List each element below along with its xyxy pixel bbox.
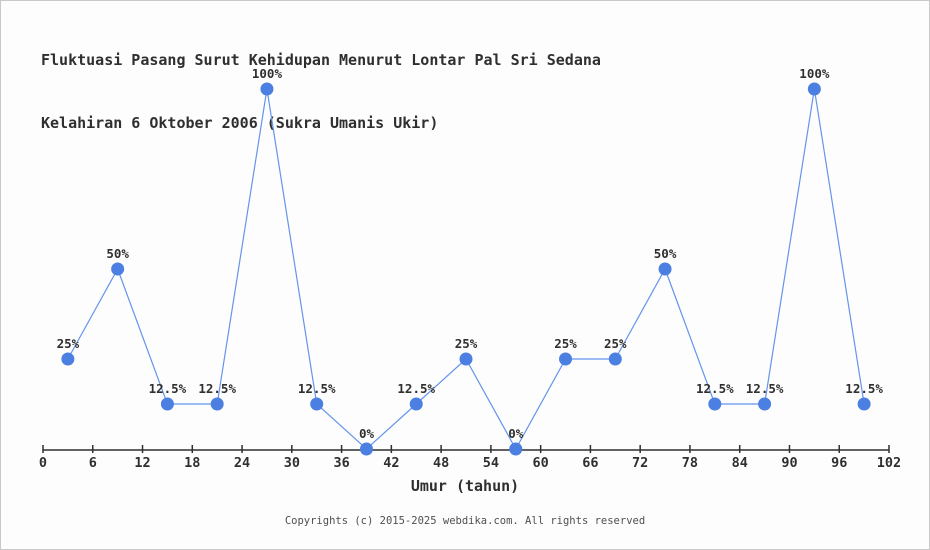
x-axis-tick-label: 66	[582, 455, 598, 471]
data-point	[658, 262, 672, 276]
x-axis-tick-label: 6	[89, 455, 97, 471]
data-point	[857, 397, 871, 411]
chart-title: Fluktuasi Pasang Surut Kehidupan Menurut…	[41, 8, 601, 176]
data-point	[807, 82, 821, 96]
data-point-label: 100%	[799, 66, 830, 81]
x-axis-tick-label: 12	[134, 455, 150, 471]
data-point-label: 25%	[554, 336, 577, 351]
data-point	[708, 397, 722, 411]
data-point-label: 25%	[604, 336, 627, 351]
data-point	[160, 397, 174, 411]
data-point	[359, 442, 373, 456]
data-point-label: 12.5%	[845, 381, 883, 396]
x-axis-tick-label: 18	[184, 455, 200, 471]
x-axis-tick-label: 102	[877, 455, 901, 471]
data-point-label: 12.5%	[746, 381, 784, 396]
data-point-label: 25%	[57, 336, 80, 351]
x-axis-title: Umur (tahun)	[410, 477, 520, 495]
data-point-label: 50%	[654, 246, 677, 261]
data-point-label: 50%	[106, 246, 129, 261]
data-point-label: 12.5%	[397, 381, 435, 396]
data-point	[310, 397, 324, 411]
data-point	[111, 262, 125, 276]
x-axis-tick-label: 0	[39, 455, 47, 471]
x-axis-tick-label: 72	[632, 455, 648, 471]
data-point-label: 12.5%	[696, 381, 734, 396]
x-axis-tick-label: 90	[781, 455, 797, 471]
x-axis-tick-label: 24	[234, 455, 250, 471]
x-axis-tick-label: 78	[682, 455, 698, 471]
x-axis-tick-label: 96	[831, 455, 847, 471]
data-point	[61, 352, 75, 366]
data-point	[210, 397, 224, 411]
x-axis-tick-label: 36	[333, 455, 349, 471]
series-line	[67, 88, 865, 451]
x-axis-tick-label: 60	[533, 455, 549, 471]
copyright-text: Copyrights (c) 2015-2025 webdika.com. Al…	[284, 515, 646, 527]
data-point	[509, 442, 523, 456]
x-axis-tick-label: 48	[433, 455, 449, 471]
data-point-label: 12.5%	[298, 381, 336, 396]
x-axis-tick-label: 42	[383, 455, 399, 471]
data-point	[758, 397, 772, 411]
x-axis-tick-label: 54	[483, 455, 499, 471]
data-point-label: 100%	[252, 66, 283, 81]
data-point	[409, 397, 423, 411]
chart-title-line1: Fluktuasi Pasang Surut Kehidupan Menurut…	[41, 51, 601, 69]
data-point	[260, 82, 274, 96]
data-point-label: 12.5%	[198, 381, 236, 396]
data-point	[608, 352, 622, 366]
data-point	[459, 352, 473, 366]
data-point-label: 0%	[508, 426, 524, 441]
data-point-label: 25%	[455, 336, 478, 351]
x-axis-tick-label: 84	[732, 455, 748, 471]
chart-title-line2: Kelahiran 6 Oktober 2006 (Sukra Umanis U…	[41, 114, 439, 132]
data-point-label: 0%	[359, 426, 375, 441]
data-point-label: 12.5%	[149, 381, 187, 396]
data-point	[559, 352, 573, 366]
x-axis-tick-label: 30	[284, 455, 300, 471]
